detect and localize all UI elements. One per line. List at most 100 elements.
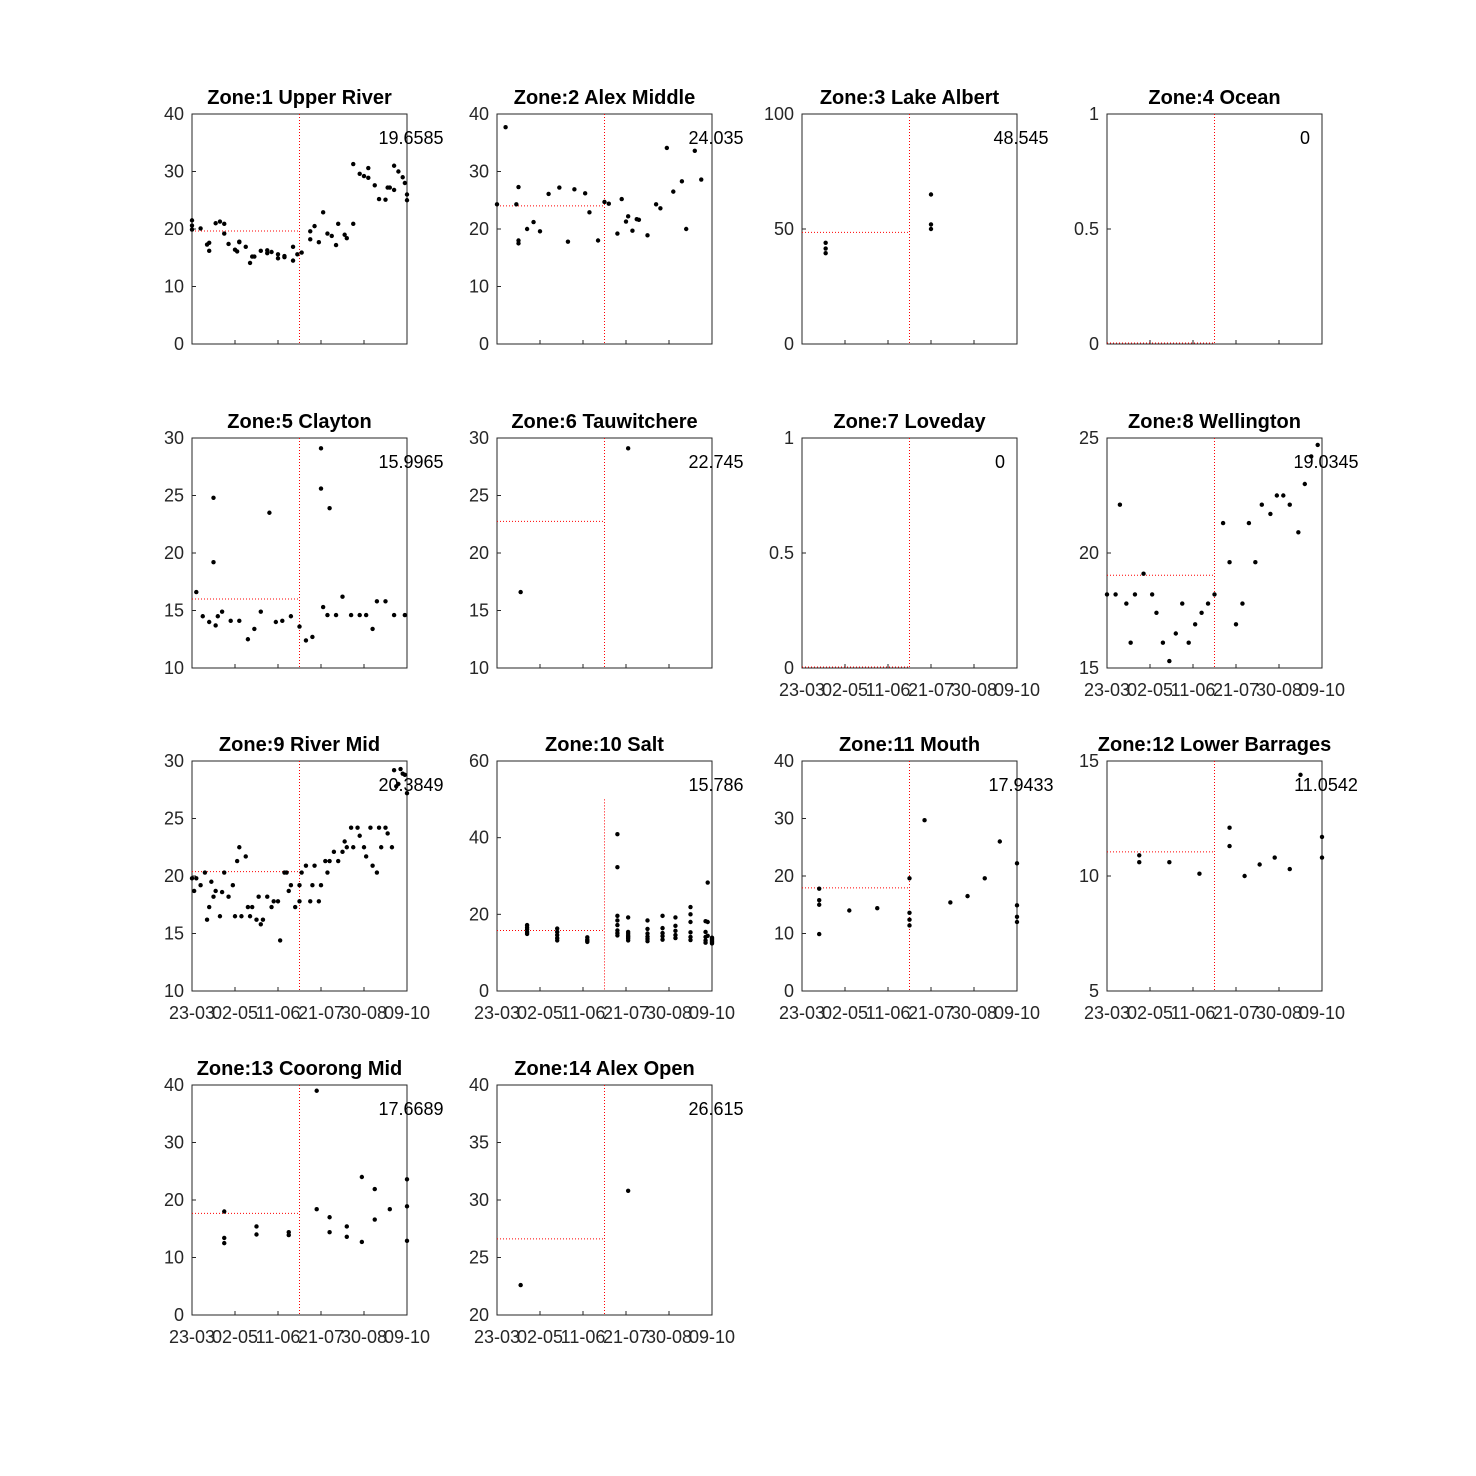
data-point <box>213 889 217 893</box>
data-point <box>308 237 312 241</box>
x-tick-label: 02-05 <box>517 1327 563 1347</box>
data-point <box>645 233 649 237</box>
data-point <box>259 249 263 253</box>
data-point <box>1154 611 1158 615</box>
y-tick-label: 20 <box>469 1305 489 1325</box>
data-point <box>626 446 630 450</box>
data-point <box>233 914 237 918</box>
subplot-title: Zone:6 Tauwitchere <box>511 411 697 433</box>
data-point <box>259 922 263 926</box>
data-point <box>334 613 338 617</box>
data-point <box>665 146 669 150</box>
y-tick-label: 40 <box>469 104 489 124</box>
data-point <box>929 192 933 196</box>
subplot-title: Zone:2 Alex Middle <box>514 87 696 109</box>
data-point <box>817 932 821 936</box>
x-tick-label: 11-06 <box>1171 1003 1216 1023</box>
data-point <box>688 938 692 942</box>
subplot-title: Zone:1 Upper River <box>207 87 392 109</box>
data-point <box>315 1207 319 1211</box>
data-point <box>538 229 542 233</box>
subplot-title: Zone:4 Ocean <box>1148 87 1280 109</box>
data-point <box>336 222 340 226</box>
data-point <box>615 923 619 927</box>
data-point <box>671 189 675 193</box>
data-point <box>308 229 312 233</box>
data-point <box>323 859 327 863</box>
data-point <box>207 620 211 624</box>
y-tick-label: 20 <box>469 219 489 239</box>
data-point <box>525 932 529 936</box>
data-point <box>817 898 821 902</box>
data-point <box>823 251 827 255</box>
data-point <box>998 839 1002 843</box>
x-tick-label: 02-05 <box>1127 680 1173 700</box>
data-point <box>1227 560 1231 564</box>
subplot-title: Zone:9 River Mid <box>219 734 380 756</box>
mean-value-label: 0 <box>1300 128 1310 148</box>
data-point <box>222 1241 226 1245</box>
data-point <box>265 895 269 899</box>
data-point <box>688 930 692 934</box>
y-tick-label: 0 <box>784 334 794 354</box>
data-point <box>325 613 329 617</box>
data-point <box>555 938 559 942</box>
data-point <box>929 227 933 231</box>
data-point <box>226 895 230 899</box>
x-tick-label: 11-06 <box>866 680 911 700</box>
data-point <box>1320 835 1324 839</box>
x-tick-label: 02-05 <box>212 1003 258 1023</box>
x-tick-label: 09-10 <box>689 1327 735 1347</box>
data-point <box>875 906 879 910</box>
data-point <box>1015 861 1019 865</box>
subplot-title: Zone:8 Wellington <box>1128 411 1301 433</box>
x-tick-label: 21-07 <box>298 1327 344 1347</box>
data-point <box>211 496 215 500</box>
data-point <box>325 870 329 874</box>
x-tick-label: 21-07 <box>908 1003 954 1023</box>
data-point <box>1268 512 1272 516</box>
data-point <box>1247 521 1251 525</box>
data-point <box>287 889 291 893</box>
data-point <box>319 486 323 490</box>
data-point <box>304 863 308 867</box>
data-point <box>327 859 331 863</box>
data-point <box>201 614 205 618</box>
data-point <box>312 863 316 867</box>
y-tick-label: 30 <box>774 809 794 829</box>
y-tick-label: 30 <box>469 1190 489 1210</box>
data-point <box>278 938 282 942</box>
x-tick-label: 21-07 <box>1213 680 1259 700</box>
data-point <box>269 250 273 254</box>
data-point <box>297 624 301 628</box>
data-point <box>1316 443 1320 447</box>
data-point <box>817 903 821 907</box>
data-point <box>207 241 211 245</box>
data-point <box>213 623 217 627</box>
data-point <box>332 850 336 854</box>
data-point <box>684 227 688 231</box>
data-point <box>327 1230 331 1234</box>
data-point <box>194 590 198 594</box>
subplot-title: Zone:3 Lake Albert <box>820 87 1000 109</box>
data-point <box>525 227 529 231</box>
data-point <box>907 918 911 922</box>
data-point <box>321 605 325 609</box>
data-point <box>398 767 402 771</box>
data-point <box>1227 826 1231 830</box>
data-point <box>237 845 241 849</box>
data-point <box>349 613 353 617</box>
x-tick-label: 30-08 <box>1256 1003 1302 1023</box>
y-tick-label: 10 <box>469 277 489 297</box>
data-point <box>907 911 911 915</box>
data-point <box>965 894 969 898</box>
y-tick-label: 40 <box>774 751 794 771</box>
x-tick-label: 23-03 <box>169 1003 215 1023</box>
data-point <box>291 245 295 249</box>
x-tick-label: 11-06 <box>561 1003 606 1023</box>
data-point <box>310 883 314 887</box>
data-point <box>624 219 628 223</box>
data-point <box>637 218 641 222</box>
subplot-title: Zone:5 Clayton <box>227 411 371 433</box>
data-point <box>295 252 299 256</box>
